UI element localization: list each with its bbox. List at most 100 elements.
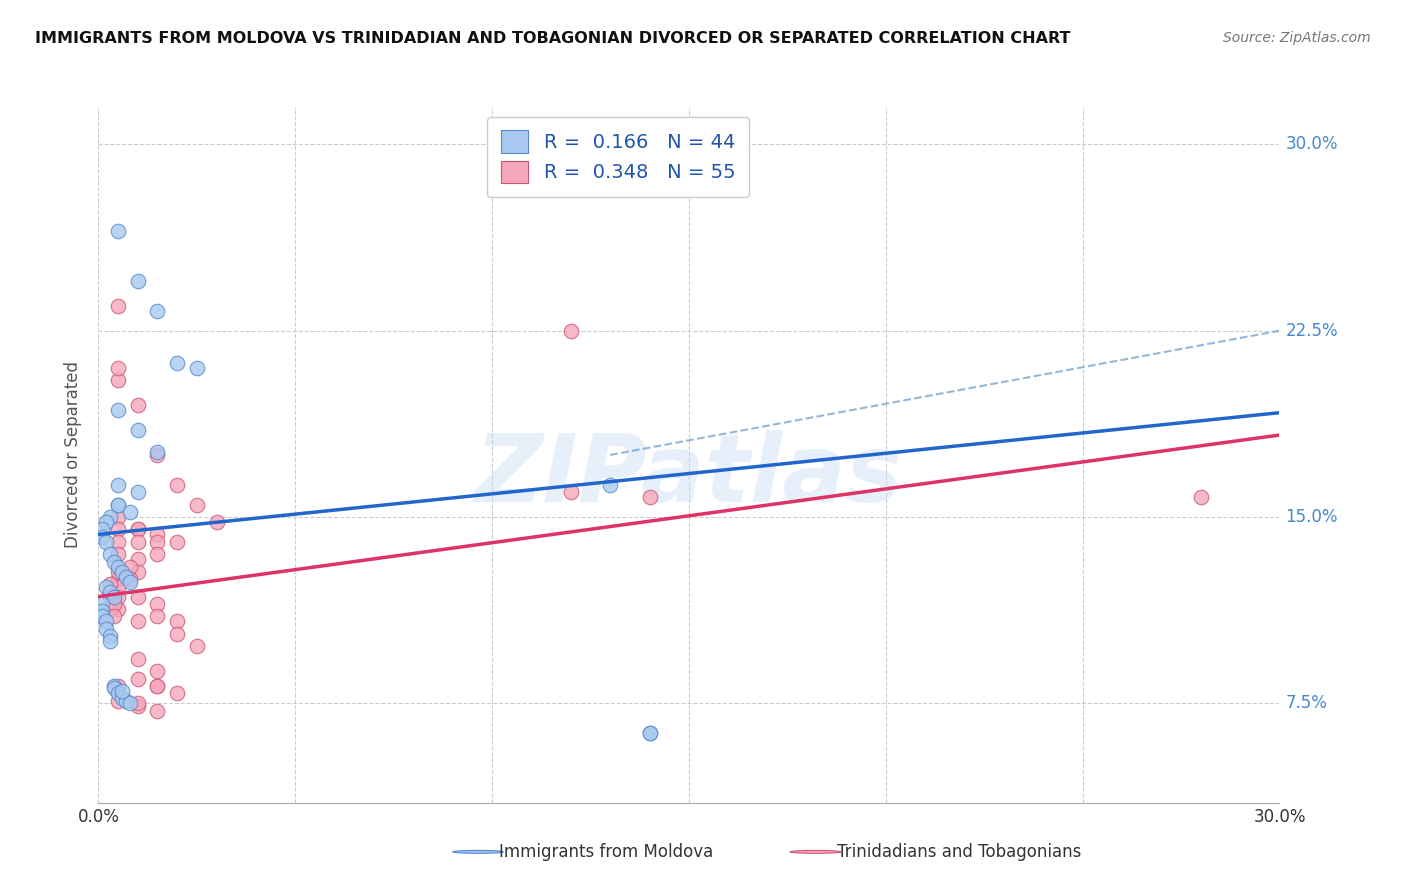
Circle shape (790, 850, 841, 854)
Point (638, 726, 661, 740)
Point (118, 697, 141, 711)
Point (560, 485, 582, 500)
Point (107, 686, 129, 700)
Point (98, 584, 121, 599)
Point (103, 555, 125, 569)
Point (91, 609, 114, 624)
Point (98, 602, 121, 616)
Text: 30.0%: 30.0% (1285, 136, 1339, 153)
Point (107, 534, 129, 549)
Point (111, 684, 134, 698)
Point (103, 597, 125, 611)
Point (98, 577, 121, 591)
Point (127, 523, 149, 537)
Point (107, 299, 129, 313)
Point (107, 498, 129, 512)
Point (96, 534, 118, 549)
Point (118, 559, 141, 574)
Point (98, 510, 121, 524)
Point (107, 679, 129, 693)
Point (560, 324, 582, 338)
Point (107, 565, 129, 579)
Point (186, 498, 208, 512)
Text: 7.5%: 7.5% (1285, 694, 1327, 713)
Point (127, 565, 149, 579)
Point (115, 694, 138, 708)
Text: ZIPatlas: ZIPatlas (475, 430, 903, 522)
Point (107, 477, 129, 491)
Point (107, 403, 129, 417)
Point (127, 615, 149, 629)
Point (127, 698, 149, 713)
Point (127, 552, 149, 566)
Point (98, 634, 121, 648)
Point (127, 423, 149, 437)
Text: Trinidadians and Tobagonians: Trinidadians and Tobagonians (837, 843, 1081, 861)
Point (146, 303, 169, 318)
Point (107, 361, 129, 376)
Point (107, 523, 129, 537)
Point (146, 527, 169, 541)
Circle shape (453, 850, 503, 854)
Point (166, 477, 188, 491)
Point (146, 609, 169, 624)
Point (186, 639, 208, 653)
Point (127, 590, 149, 604)
Point (127, 274, 149, 288)
Point (146, 448, 169, 462)
Point (103, 681, 125, 696)
Point (127, 398, 149, 412)
Point (166, 534, 188, 549)
Point (186, 361, 208, 376)
Point (127, 523, 149, 537)
Point (146, 547, 169, 561)
Point (107, 547, 129, 561)
Point (146, 679, 169, 693)
Point (96, 615, 118, 629)
Point (205, 515, 228, 529)
Point (166, 356, 188, 370)
Point (96, 515, 118, 529)
Point (166, 627, 188, 641)
Y-axis label: Divorced or Separated: Divorced or Separated (65, 361, 83, 549)
Point (146, 445, 169, 459)
Point (127, 534, 149, 549)
Point (98, 590, 121, 604)
Point (107, 510, 129, 524)
Text: IMMIGRANTS FROM MOLDOVA VS TRINIDADIAN AND TOBAGONIAN DIVORCED OR SEPARATED CORR: IMMIGRANTS FROM MOLDOVA VS TRINIDADIAN A… (35, 31, 1070, 46)
Point (96, 580, 118, 594)
Point (107, 602, 129, 616)
Text: 15.0%: 15.0% (1285, 508, 1339, 526)
Text: Source: ZipAtlas.com: Source: ZipAtlas.com (1223, 31, 1371, 45)
Point (127, 485, 149, 500)
Text: 22.5%: 22.5% (1285, 322, 1339, 340)
Point (103, 590, 125, 604)
Point (166, 686, 188, 700)
Point (146, 664, 169, 678)
Point (599, 477, 621, 491)
Point (638, 490, 661, 504)
Point (118, 505, 141, 519)
Point (98, 547, 121, 561)
Point (118, 572, 141, 586)
Point (107, 572, 129, 586)
Point (91, 523, 114, 537)
Point (107, 224, 129, 238)
Point (111, 565, 134, 579)
Point (107, 590, 129, 604)
Point (127, 697, 149, 711)
Point (107, 580, 129, 594)
Point (107, 559, 129, 574)
Point (127, 651, 149, 665)
Legend: R =  0.166   N = 44, R =  0.348   N = 55: R = 0.166 N = 44, R = 0.348 N = 55 (488, 117, 749, 196)
Point (107, 373, 129, 387)
Text: Immigrants from Moldova: Immigrants from Moldova (499, 843, 713, 861)
Point (127, 672, 149, 686)
Point (146, 679, 169, 693)
Point (103, 609, 125, 624)
Point (146, 597, 169, 611)
Point (166, 615, 188, 629)
Point (107, 498, 129, 512)
Point (98, 629, 121, 643)
Point (91, 597, 114, 611)
